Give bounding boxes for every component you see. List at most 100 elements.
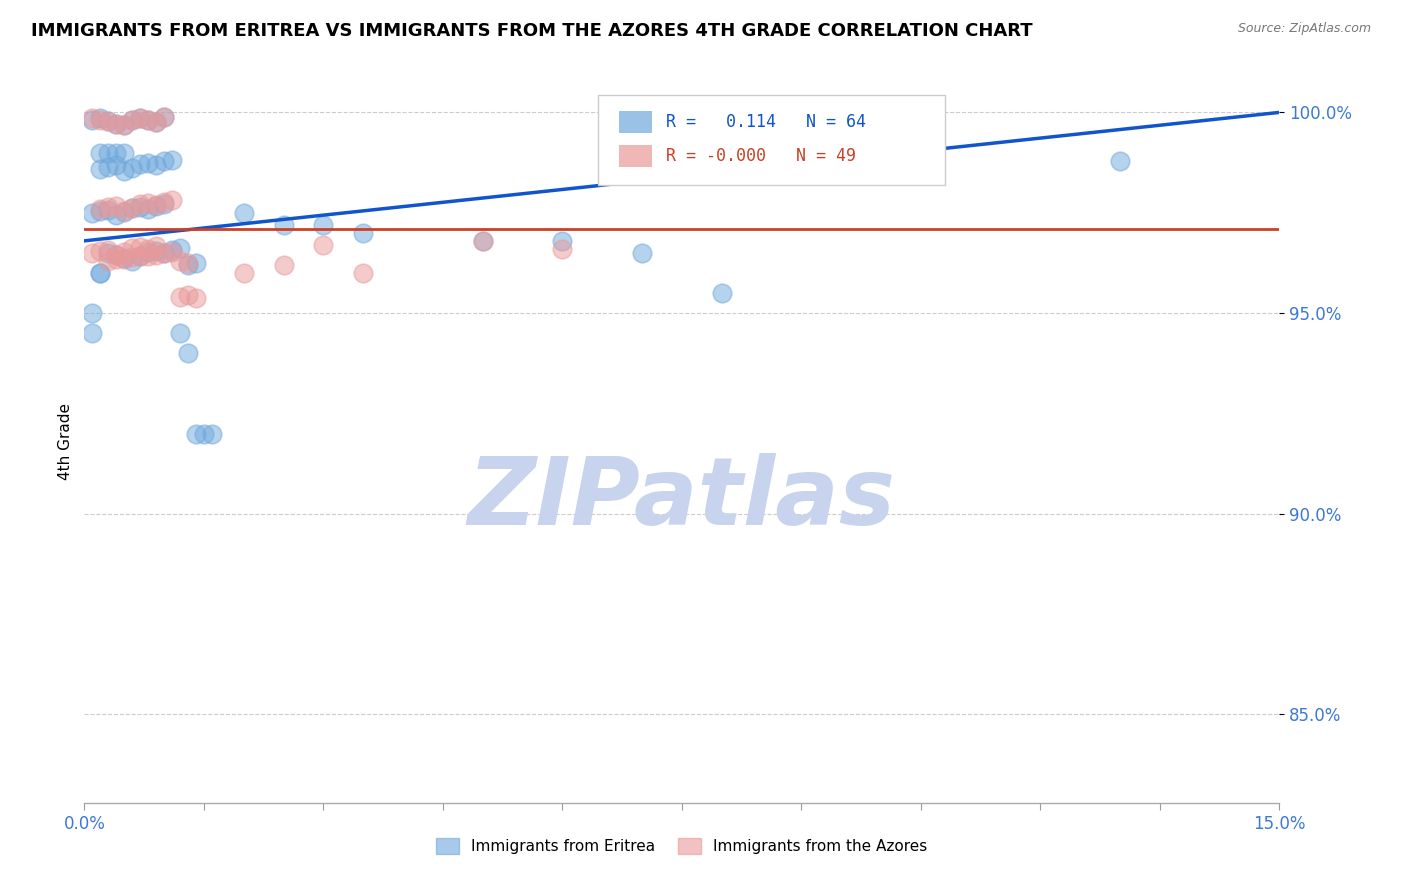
- Point: [112, 163, 135, 178]
- Point: [201, 426, 224, 441]
- Point: [145, 198, 167, 212]
- Point: [153, 110, 176, 124]
- Point: [145, 238, 167, 252]
- Point: [97, 254, 120, 268]
- Point: [136, 155, 159, 169]
- Point: [105, 248, 128, 262]
- Point: [82, 246, 104, 260]
- Point: [97, 114, 120, 128]
- Point: [105, 117, 128, 131]
- Point: [129, 240, 152, 254]
- Point: [89, 266, 111, 280]
- Point: [710, 286, 733, 301]
- Point: [145, 158, 167, 172]
- Point: [89, 145, 111, 160]
- Point: [193, 426, 215, 441]
- Point: [112, 203, 135, 218]
- Point: [136, 195, 159, 210]
- Point: [169, 254, 191, 268]
- Point: [631, 246, 654, 260]
- Point: [177, 256, 200, 270]
- Point: [160, 243, 183, 257]
- Point: [112, 118, 135, 132]
- Point: [153, 110, 176, 124]
- Point: [312, 238, 335, 252]
- Point: [82, 326, 104, 341]
- FancyBboxPatch shape: [599, 95, 945, 185]
- Point: [153, 197, 176, 211]
- Bar: [619, 112, 652, 133]
- Point: [129, 112, 152, 126]
- Point: [89, 244, 111, 258]
- Point: [105, 145, 128, 160]
- Point: [153, 246, 176, 260]
- Text: ZIPatlas: ZIPatlas: [468, 453, 896, 545]
- Point: [184, 426, 207, 441]
- Text: Source: ZipAtlas.com: Source: ZipAtlas.com: [1237, 22, 1371, 36]
- Point: [145, 248, 167, 262]
- Point: [112, 245, 135, 260]
- Point: [112, 118, 135, 132]
- Point: [97, 202, 120, 217]
- Point: [153, 154, 176, 169]
- Point: [121, 254, 143, 268]
- Point: [153, 194, 176, 209]
- Point: [352, 226, 374, 240]
- Point: [105, 208, 128, 222]
- Point: [105, 158, 128, 172]
- Point: [312, 218, 335, 232]
- Point: [97, 114, 120, 128]
- Point: [145, 244, 167, 258]
- Point: [112, 145, 135, 160]
- Text: IMMIGRANTS FROM ERITREA VS IMMIGRANTS FROM THE AZORES 4TH GRADE CORRELATION CHAR: IMMIGRANTS FROM ERITREA VS IMMIGRANTS FR…: [31, 22, 1032, 40]
- Point: [129, 157, 152, 171]
- Point: [273, 218, 295, 232]
- Point: [145, 115, 167, 129]
- Point: [145, 198, 167, 212]
- Point: [160, 153, 183, 167]
- Point: [232, 266, 254, 280]
- Point: [97, 145, 120, 160]
- Point: [160, 193, 183, 207]
- Point: [153, 246, 176, 260]
- Point: [121, 113, 143, 128]
- Point: [89, 202, 111, 216]
- Point: [112, 251, 135, 265]
- Point: [112, 252, 135, 266]
- Point: [97, 246, 120, 260]
- Y-axis label: 4th Grade: 4th Grade: [58, 403, 73, 480]
- Legend: Immigrants from Eritrea, Immigrants from the Azores: Immigrants from Eritrea, Immigrants from…: [430, 832, 934, 860]
- Point: [82, 112, 104, 126]
- Point: [89, 203, 111, 218]
- Point: [273, 258, 295, 272]
- Point: [121, 201, 143, 215]
- Point: [136, 242, 159, 256]
- Point: [121, 201, 143, 215]
- Point: [145, 115, 167, 129]
- Text: R = -0.000   N = 49: R = -0.000 N = 49: [666, 147, 856, 165]
- Text: R =   0.114   N = 64: R = 0.114 N = 64: [666, 113, 866, 131]
- Point: [121, 161, 143, 175]
- Point: [82, 113, 104, 128]
- Point: [232, 206, 254, 220]
- Point: [82, 206, 104, 220]
- Point: [105, 252, 128, 266]
- Point: [121, 241, 143, 255]
- Point: [169, 326, 191, 341]
- Point: [136, 202, 159, 216]
- Point: [89, 161, 111, 176]
- Point: [177, 258, 200, 272]
- Point: [129, 200, 152, 214]
- Point: [121, 113, 143, 128]
- Point: [177, 288, 200, 302]
- Point: [136, 112, 159, 127]
- Point: [169, 290, 191, 304]
- Point: [136, 249, 159, 263]
- Point: [471, 234, 494, 248]
- Point: [105, 248, 128, 262]
- Point: [105, 198, 128, 212]
- Point: [121, 250, 143, 264]
- Point: [97, 160, 120, 174]
- Point: [89, 113, 111, 128]
- Point: [136, 245, 159, 260]
